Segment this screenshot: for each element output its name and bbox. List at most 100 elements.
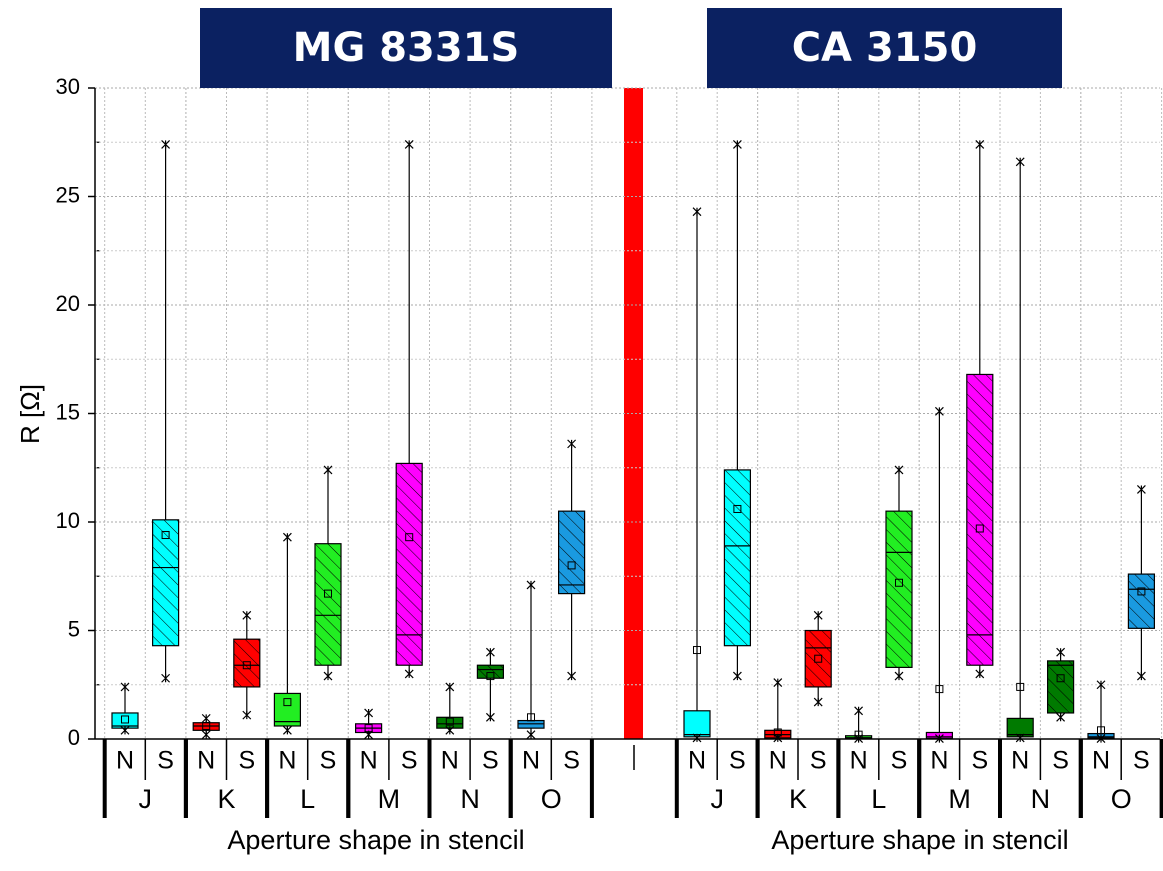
mean	[324, 589, 332, 598]
mean	[975, 524, 984, 533]
group-label: L	[300, 784, 315, 814]
max-marker	[1136, 485, 1146, 494]
subgroup-label: N	[688, 747, 706, 775]
y-tick-label: 5	[68, 616, 80, 641]
mean	[1097, 726, 1105, 735]
subgroup-label: S	[971, 747, 988, 775]
mean	[445, 717, 454, 726]
subgroup-label: S	[729, 747, 746, 775]
mean	[1016, 682, 1025, 691]
subgroup-label: N	[1011, 747, 1029, 775]
box	[966, 373, 994, 666]
box	[314, 543, 342, 666]
max-marker	[1015, 157, 1025, 167]
subgroup-label: N	[441, 747, 459, 775]
min-marker	[1015, 733, 1025, 743]
y-tick-label: 30	[56, 74, 80, 99]
max-marker	[242, 610, 252, 620]
max-marker	[975, 139, 985, 149]
min-marker	[445, 725, 455, 735]
group-label: O	[541, 784, 562, 814]
max-marker	[445, 682, 455, 692]
group-label: L	[871, 784, 886, 814]
mean	[733, 504, 742, 513]
max-marker	[526, 580, 536, 590]
y-tick-label: 0	[68, 725, 80, 750]
mean	[693, 646, 701, 655]
min-marker	[120, 725, 130, 735]
subgroup-label: N	[769, 747, 787, 775]
mean	[405, 533, 414, 542]
min-marker	[242, 710, 252, 720]
max-marker	[201, 713, 211, 723]
mean	[202, 721, 211, 730]
mean	[161, 531, 170, 540]
group-label: M	[378, 784, 401, 814]
subgroup-label: N	[1092, 747, 1110, 775]
max-marker	[282, 532, 292, 542]
subgroup-label: N	[197, 747, 215, 775]
box	[1127, 573, 1156, 629]
mean	[121, 715, 129, 724]
y-tick-label: 20	[56, 291, 80, 316]
min-marker	[1136, 671, 1146, 681]
subgroup-label: N	[850, 747, 868, 775]
box	[476, 664, 504, 679]
mean	[242, 661, 251, 670]
min-marker	[567, 671, 577, 681]
min-marker	[364, 730, 374, 740]
group-label: K	[217, 784, 235, 814]
panel-title-box	[707, 8, 1062, 88]
max-marker	[732, 139, 742, 149]
group-label: J	[710, 784, 724, 814]
min-marker	[404, 669, 414, 679]
max-marker	[404, 139, 414, 149]
mean	[567, 561, 576, 570]
subgroup-label: S	[320, 747, 337, 775]
max-marker	[567, 439, 577, 449]
min-marker	[773, 733, 783, 743]
box	[233, 638, 261, 688]
y-tick-label: 15	[56, 399, 80, 424]
box	[395, 462, 423, 666]
max-marker	[161, 139, 171, 149]
min-marker	[282, 725, 292, 735]
group-label: O	[1111, 784, 1132, 814]
box	[885, 510, 913, 668]
mean	[527, 713, 535, 722]
subgroup-label: S	[1052, 747, 1069, 775]
max-marker	[773, 678, 783, 688]
mean	[814, 654, 823, 663]
box	[683, 710, 711, 738]
max-marker	[813, 610, 823, 620]
subgroup-label: N	[930, 747, 948, 775]
subgroup-label: N	[522, 747, 540, 775]
subgroup-label: S	[482, 747, 499, 775]
group-label: M	[948, 784, 971, 814]
subgroup-label: S	[563, 747, 580, 775]
subgroup-label: N	[360, 747, 378, 775]
max-marker	[1056, 647, 1066, 657]
y-tick-label: 10	[56, 508, 80, 533]
min-marker	[692, 733, 702, 743]
subgroup-label: S	[238, 747, 255, 775]
subgroup-label: S	[401, 747, 418, 775]
mean	[895, 578, 903, 587]
max-marker	[485, 647, 495, 657]
group-label: J	[139, 784, 153, 814]
y-tick-label: 25	[56, 182, 80, 207]
max-marker	[1096, 680, 1106, 690]
min-marker	[485, 712, 495, 722]
subgroup-label: S	[891, 747, 908, 775]
subgroup-label: S	[157, 747, 174, 775]
min-marker	[1056, 712, 1066, 722]
mean	[283, 698, 292, 707]
min-marker	[161, 673, 171, 683]
mean	[1056, 674, 1065, 683]
mean	[935, 685, 944, 694]
box	[557, 510, 586, 595]
panel-title: MG 8331S	[293, 25, 520, 71]
panel-title: CA 3150	[792, 25, 978, 71]
box	[1046, 660, 1075, 714]
min-marker	[201, 730, 211, 740]
